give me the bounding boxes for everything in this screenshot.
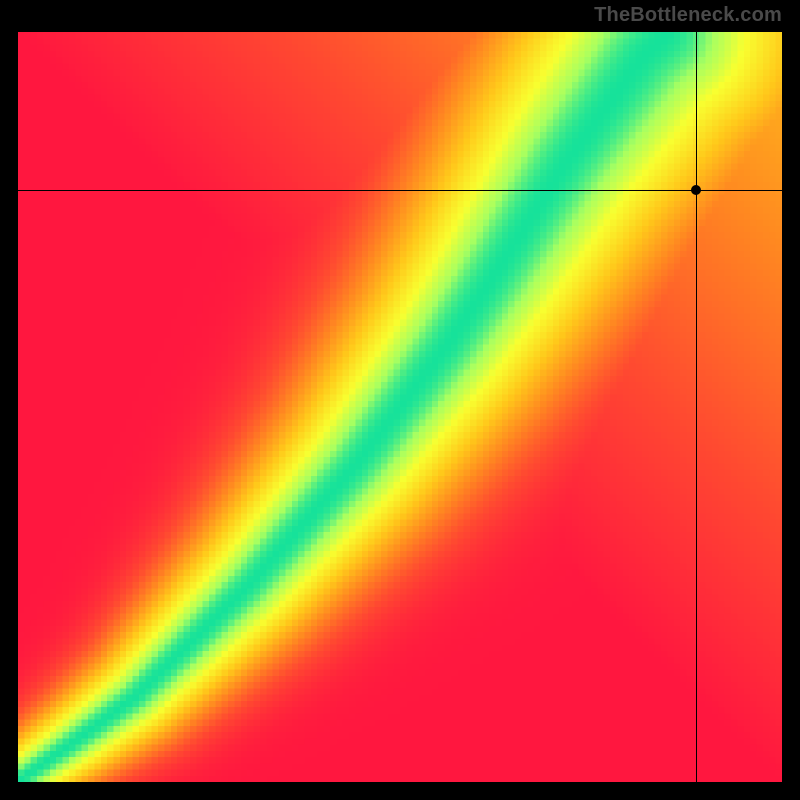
frame: TheBottleneck.com xyxy=(0,0,800,800)
bottleneck-heatmap xyxy=(18,32,782,782)
plot-area xyxy=(18,32,782,782)
watermark-text: TheBottleneck.com xyxy=(594,4,782,27)
